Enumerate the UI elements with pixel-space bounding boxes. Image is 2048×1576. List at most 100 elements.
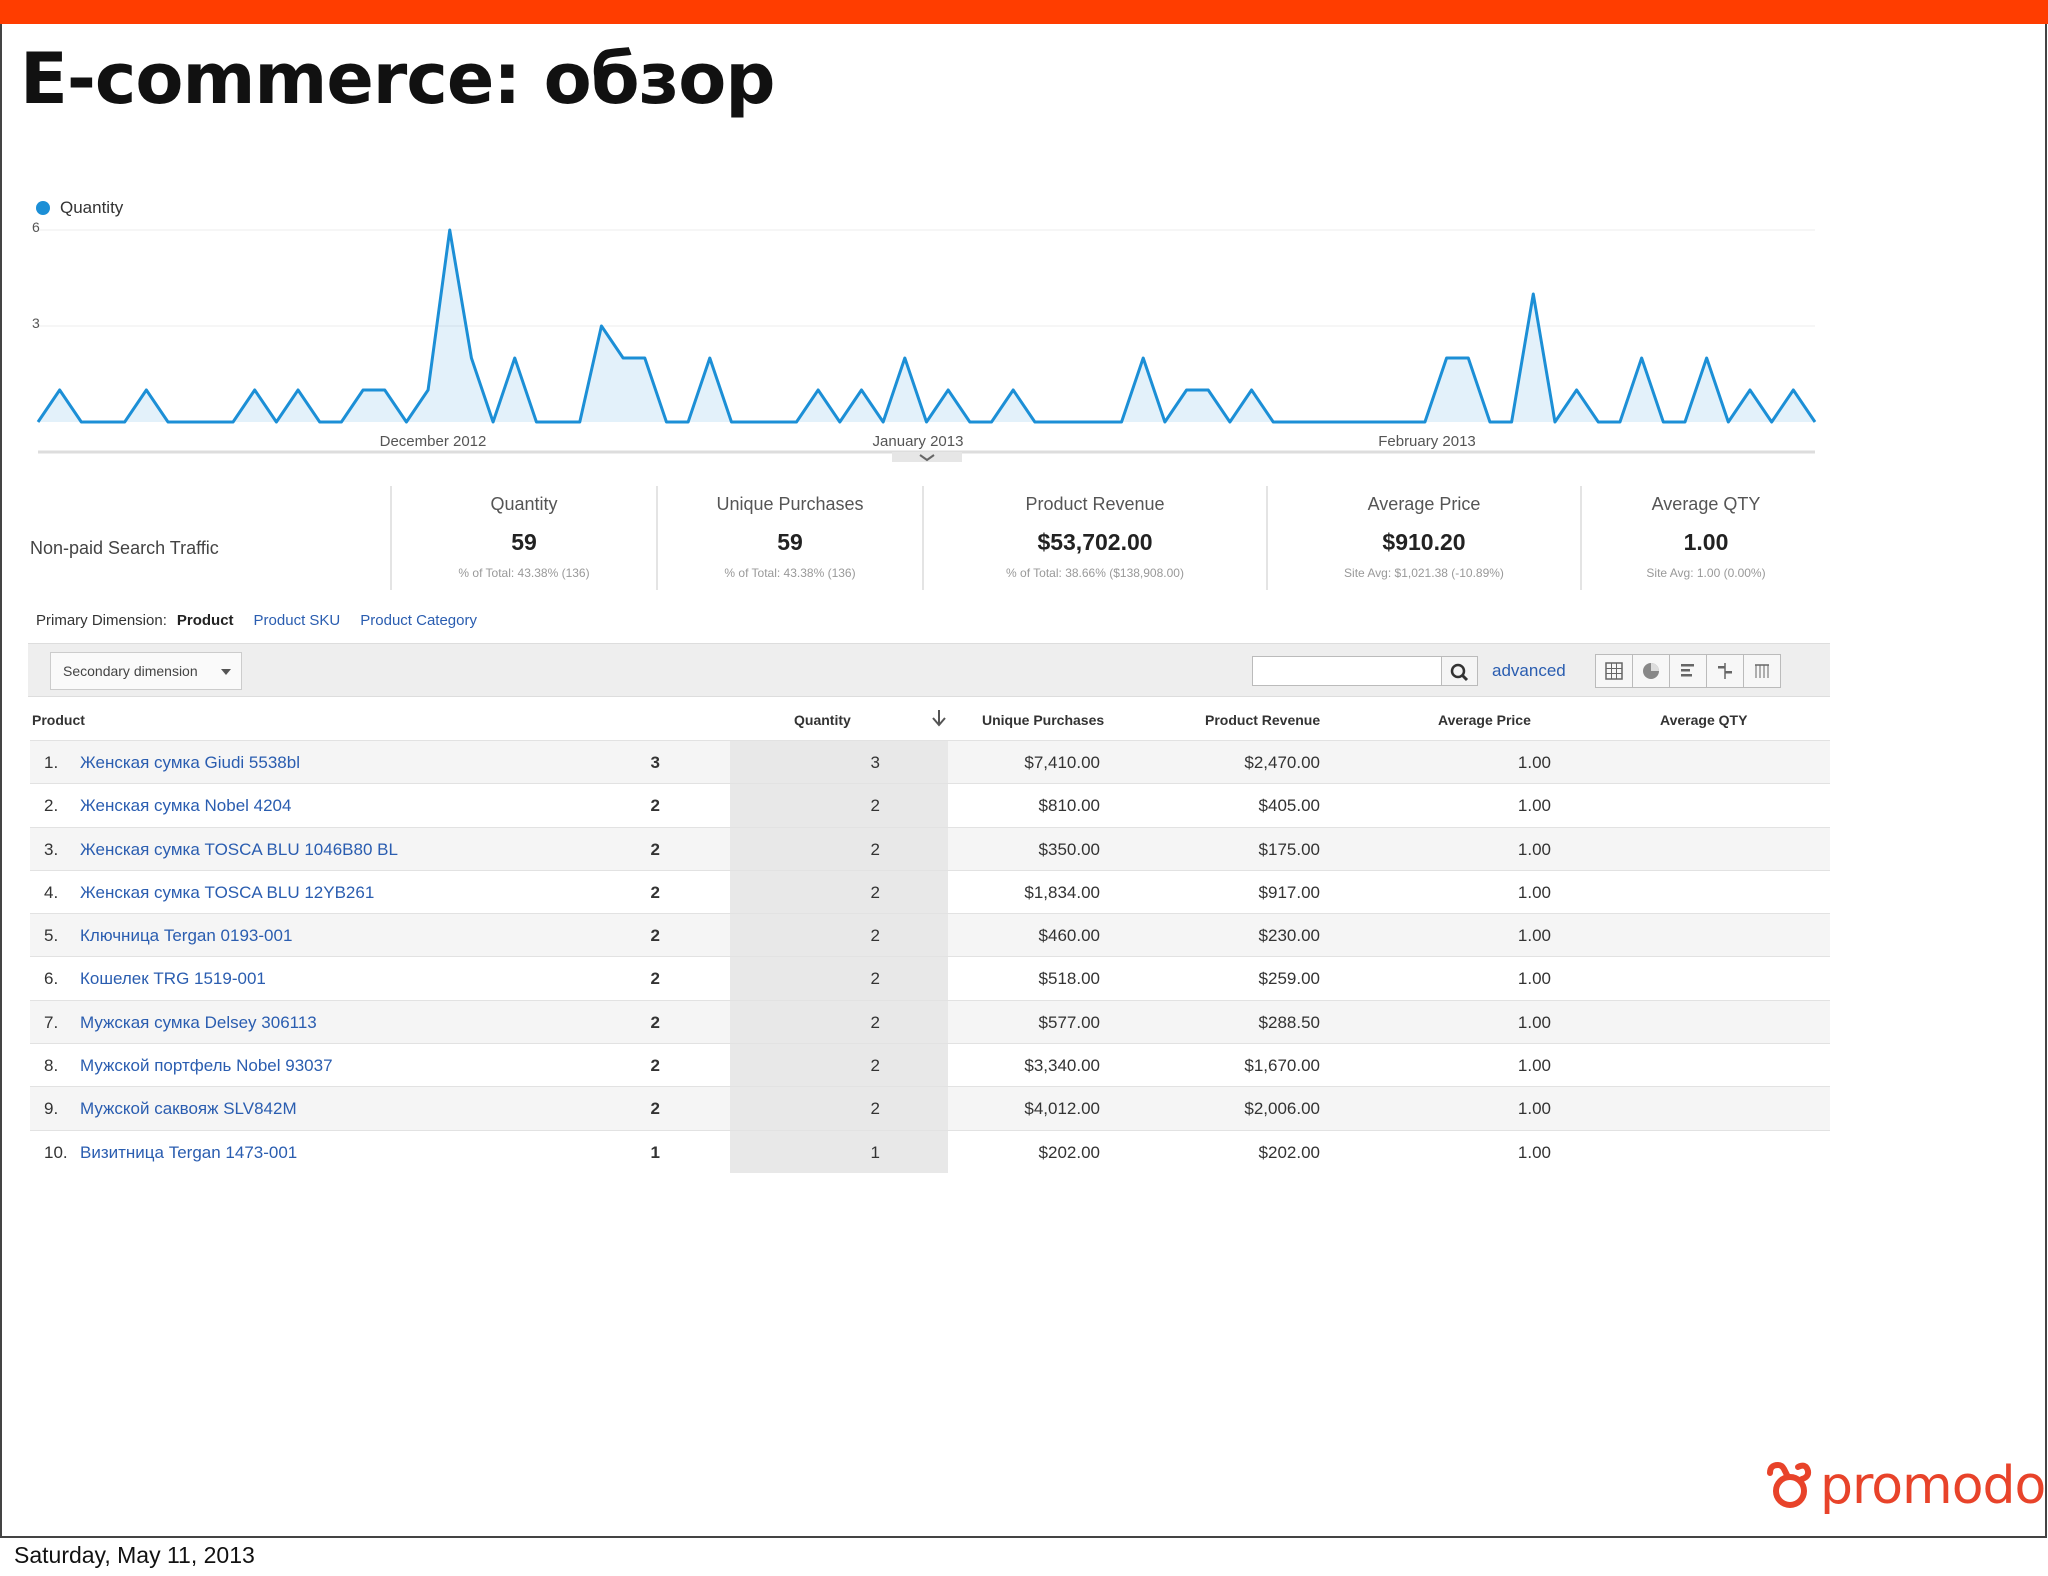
search-button[interactable] <box>1442 656 1478 686</box>
table-row[interactable]: 2. Женская сумка Nobel 4204 2 2 $810.00 $405.… <box>30 783 1830 827</box>
row-index: 5. <box>44 926 59 946</box>
advanced-filter-link[interactable]: advanced <box>1492 661 1566 680</box>
x-tick-label: January 2013 <box>873 433 964 450</box>
cell-unique-purchases: 3 <box>870 753 880 772</box>
column-header-average-qty[interactable]: Average QTY <box>1660 712 1748 728</box>
column-header-product-revenue[interactable]: Product Revenue <box>1205 712 1321 728</box>
chart-legend: Quantity <box>36 198 123 218</box>
cell-quantity: 2 <box>650 839 660 859</box>
dimension-product-sku[interactable]: Product SKU <box>253 612 341 629</box>
quantity-line-chart[interactable]: 6 3 December 2012 January 2013 February 2013 <box>30 188 1830 468</box>
bar-list-icon <box>1681 664 1694 677</box>
dimension-product-category[interactable]: Product Category <box>360 612 477 629</box>
pivot-icon <box>1755 664 1769 678</box>
table-row[interactable]: 4. Женская сумка TOSCA BLU 12YB261 2 2 $1,83… <box>30 869 1830 914</box>
product-link[interactable]: Женская сумка Giudi 5538bl <box>80 753 300 772</box>
pivot-view-button[interactable] <box>1743 654 1781 688</box>
metric-title: Quantity <box>490 494 558 514</box>
table-row[interactable]: 5. Ключница Tergan 0193-001 2 2 $460.00 $230.… <box>30 913 1830 957</box>
slide-frame <box>0 24 2047 1538</box>
table-row[interactable]: 9. Мужской саквояж SLV842M 2 2 $4,012.00 $2,0… <box>30 1086 1830 1130</box>
metric-title: Product Revenue <box>1025 494 1165 514</box>
metric-subtext: Site Avg: $1,021.38 (-10.89%) <box>1344 566 1504 580</box>
cell-quantity: 2 <box>650 1012 660 1032</box>
dimension-product[interactable]: Product <box>176 612 234 629</box>
cell-average-qty: 1.00 <box>1517 839 1551 859</box>
series-line-quantity <box>36 228 1817 424</box>
cell-product-revenue: $202.00 <box>1038 1142 1100 1162</box>
column-header-average-price[interactable]: Average Price <box>1438 712 1531 728</box>
product-link[interactable]: Мужской саквояж SLV842M <box>80 1099 297 1119</box>
cell-average-price: $1,670.00 <box>1244 1056 1320 1076</box>
cell-unique-purchases: 2 <box>870 882 880 902</box>
search-icon <box>1450 663 1469 682</box>
column-header-product[interactable]: Product <box>32 712 85 728</box>
table-row[interactable]: 8. Мужской портфель Nobel 93037 2 2 $3,340.0… <box>30 1043 1830 1087</box>
cell-product-revenue: $810.00 <box>1038 796 1100 816</box>
metric-value: 1.00 <box>1683 529 1729 555</box>
product-link[interactable]: Женская сумка Nobel 4204 <box>80 796 292 816</box>
cell-quantity: 2 <box>650 969 660 989</box>
product-link[interactable]: Мужская сумка Delsey 306113 <box>80 1012 317 1032</box>
column-header-unique-purchases[interactable]: Unique Purchases <box>982 712 1105 728</box>
cell-quantity: 2 <box>650 926 660 946</box>
table-row[interactable]: 10. Визитница Tergan 1473-001 1 1 $202.00 $20… <box>30 1129 1830 1173</box>
metric-value: $910.20 <box>1382 529 1466 555</box>
promodo-logo-icon <box>1767 1461 1812 1508</box>
metric-subtext: % of Total: 38.66% ($138,908.00) <box>1006 566 1184 580</box>
table-row[interactable]: 7. Мужская сумка Delsey 306113 2 2 $577.00 $2… <box>30 999 1830 1044</box>
quantity-highlight-cell <box>730 784 948 827</box>
row-index: 4. <box>44 882 59 902</box>
quantity-highlight-cell <box>730 1087 948 1130</box>
chevron-down-icon <box>919 454 935 462</box>
cell-average-qty: 1.00 <box>1517 1099 1551 1119</box>
cell-quantity: 2 <box>650 1099 660 1119</box>
cell-quantity: 3 <box>650 753 660 772</box>
cell-unique-purchases: 1 <box>870 1142 880 1162</box>
comparison-view-button[interactable] <box>1706 654 1744 688</box>
cell-average-qty: 1.00 <box>1517 1012 1551 1032</box>
column-header-quantity[interactable]: Quantity <box>794 712 851 728</box>
product-link[interactable]: Ключница Tergan 0193-001 <box>80 926 293 946</box>
primary-dimension-bar: Primary Dimension: Product Product SKU P… <box>36 612 477 629</box>
table-search-input[interactable] <box>1252 656 1442 686</box>
metric-unique-purchases: Unique Purchases 59 % of Total: 43.38% (… <box>656 486 922 590</box>
cell-unique-purchases: 2 <box>870 969 880 989</box>
table-row[interactable]: 6. Кошелек TRG 1519-001 2 2 $518.00 $259.00 1.… <box>30 956 1830 1000</box>
sort-arrow-down-icon[interactable] <box>930 708 948 731</box>
product-link[interactable]: Мужской портфель Nobel 93037 <box>80 1056 333 1076</box>
cell-product-revenue: $4,012.00 <box>1024 1099 1100 1119</box>
product-link[interactable]: Визитница Tergan 1473-001 <box>80 1142 298 1162</box>
promodo-logo: promodo <box>1762 1456 2046 1516</box>
summary-scorecards: Non-paid Search Traffic Quantity 59 % of… <box>20 480 1830 590</box>
table-body: 1. Женская сумка Giudi 5538bl 3 3 $7,410.00 $… <box>30 740 1830 1173</box>
table-row[interactable]: 1. Женская сумка Giudi 5538bl 3 3 $7,410.00 $… <box>30 740 1830 784</box>
metric-subtext: % of Total: 43.38% (136) <box>724 566 856 580</box>
cell-average-price: $2,006.00 <box>1244 1099 1320 1119</box>
performance-view-button[interactable] <box>1669 654 1707 688</box>
secondary-dimension-dropdown[interactable]: Secondary dimension <box>50 652 242 690</box>
table-view-button[interactable] <box>1595 654 1633 688</box>
metric-average-price: Average Price $910.20 Site Avg: $1,021.3… <box>1266 486 1580 590</box>
x-tick-label: December 2012 <box>380 433 487 450</box>
grid-icon <box>1605 662 1623 680</box>
row-index: 10. <box>44 1142 68 1162</box>
y-tick-label: 6 <box>32 219 40 235</box>
cell-average-price: $259.00 <box>1258 969 1320 989</box>
top-accent-bar <box>0 0 2048 24</box>
metric-title: Average QTY <box>1651 494 1761 514</box>
pie-view-button[interactable] <box>1632 654 1670 688</box>
product-link[interactable]: Женская сумка TOSCA BLU 1046B80 BL <box>80 839 398 859</box>
product-link[interactable]: Женская сумка TOSCA BLU 12YB261 <box>80 882 375 902</box>
cell-average-qty: 1.00 <box>1517 796 1551 816</box>
x-tick-label: February 2013 <box>1378 433 1476 450</box>
metric-quantity: Quantity 59 % of Total: 43.38% (136) <box>390 486 656 590</box>
quantity-highlight-cell <box>730 870 948 914</box>
product-link[interactable]: Кошелек TRG 1519-001 <box>80 969 266 989</box>
product-table: Product Quantity Unique Purchases Produc… <box>30 700 1830 1173</box>
cell-unique-purchases: 2 <box>870 1056 880 1076</box>
chevron-down-icon <box>221 669 231 675</box>
table-row[interactable]: 3. Женская сумка TOSCA BLU 1046B80 BL 2 2 $3… <box>30 826 1830 870</box>
metric-title: Average Price <box>1367 494 1481 514</box>
metric-product-revenue: Product Revenue $53,702.00 % of Total: 3… <box>922 486 1266 590</box>
